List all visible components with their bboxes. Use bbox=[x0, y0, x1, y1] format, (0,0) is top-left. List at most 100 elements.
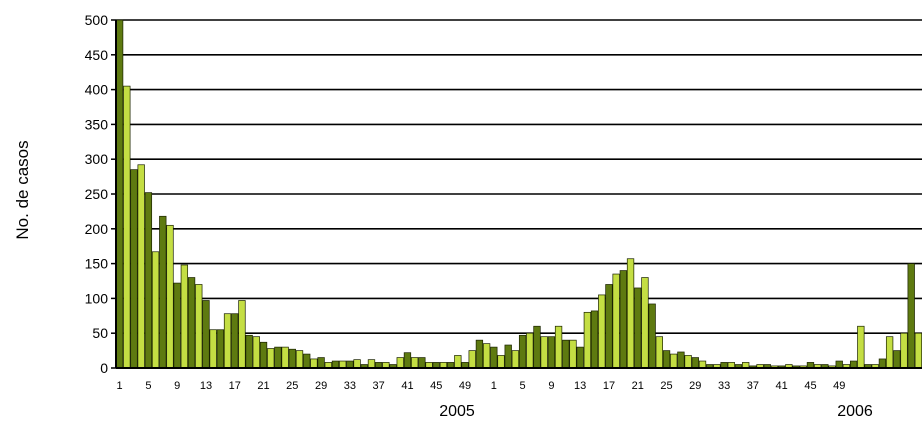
bar bbox=[490, 346, 498, 369]
bar bbox=[590, 310, 599, 369]
bar bbox=[209, 329, 217, 369]
bar bbox=[151, 251, 160, 369]
x-tick-label: 21 bbox=[257, 380, 269, 392]
x-tick-labels: 1 5 9 13 17 21 25 29 33 37 41 45 49 1 5 9 13 17 21 25 29 33 37… bbox=[117, 380, 846, 392]
bar bbox=[259, 341, 268, 369]
bar bbox=[231, 313, 239, 369]
y-axis-label: No. de casos bbox=[13, 140, 32, 239]
bar bbox=[914, 332, 922, 369]
bar bbox=[482, 343, 491, 369]
bar bbox=[612, 273, 620, 369]
bar bbox=[166, 224, 174, 369]
x-tick-label: 29 bbox=[689, 380, 701, 392]
x-tick-label: 21 bbox=[632, 380, 644, 392]
bar bbox=[418, 357, 426, 369]
x-tick-label: 41 bbox=[401, 380, 413, 392]
y-tick-label: 400 bbox=[85, 82, 109, 98]
y-tick-label: 250 bbox=[85, 186, 109, 202]
axes bbox=[111, 19, 922, 369]
x-tick-label: 9 bbox=[174, 380, 180, 392]
x-tick-label: 5 bbox=[145, 380, 151, 392]
x-tick-label: 25 bbox=[286, 380, 298, 392]
bar bbox=[187, 277, 196, 369]
bar bbox=[274, 346, 282, 369]
bar bbox=[245, 334, 253, 369]
bar bbox=[317, 357, 325, 369]
y-tick-label: 500 bbox=[85, 12, 109, 28]
bar bbox=[670, 353, 678, 369]
bar bbox=[303, 353, 311, 369]
bar bbox=[648, 303, 656, 369]
x-tick-label: 1 bbox=[117, 380, 123, 392]
bar bbox=[569, 339, 577, 369]
bar bbox=[454, 355, 462, 369]
bar bbox=[677, 351, 685, 369]
x-tick-label: 37 bbox=[373, 380, 385, 392]
bar bbox=[526, 332, 534, 369]
x-tick-label: 1 bbox=[491, 380, 497, 392]
bar bbox=[547, 336, 556, 369]
bar bbox=[605, 284, 613, 369]
bar bbox=[540, 336, 548, 369]
x-tick-label: 49 bbox=[459, 380, 471, 392]
bar bbox=[835, 360, 843, 369]
bar bbox=[130, 169, 138, 369]
bar bbox=[223, 313, 232, 369]
bar bbox=[497, 355, 505, 369]
bar bbox=[202, 300, 210, 369]
y-tick-label: 300 bbox=[85, 151, 109, 167]
y-tick-label: 350 bbox=[85, 116, 109, 132]
bar bbox=[655, 336, 663, 369]
x-tick-label: 17 bbox=[603, 380, 615, 392]
bar bbox=[331, 360, 340, 369]
bar bbox=[583, 311, 592, 369]
bar bbox=[396, 357, 404, 369]
bar bbox=[295, 350, 304, 369]
bar bbox=[511, 350, 520, 369]
year-label-2006: 2006 bbox=[837, 403, 873, 420]
bar bbox=[907, 263, 915, 369]
bar bbox=[598, 294, 606, 369]
bar bbox=[518, 334, 527, 369]
bar bbox=[367, 359, 376, 369]
bar bbox=[878, 358, 887, 369]
y-tick-label: 100 bbox=[85, 290, 109, 306]
bar bbox=[159, 215, 167, 369]
x-tick-label: 49 bbox=[833, 380, 845, 392]
bar bbox=[411, 357, 419, 369]
x-tick-label: 13 bbox=[200, 380, 212, 392]
bar bbox=[885, 336, 894, 369]
bar bbox=[267, 348, 275, 369]
bars bbox=[115, 19, 922, 369]
bar bbox=[115, 19, 124, 369]
bar bbox=[662, 350, 671, 369]
y-tick-label: 0 bbox=[100, 360, 108, 376]
bar bbox=[641, 277, 649, 369]
bar bbox=[619, 270, 627, 369]
x-tick-label: 45 bbox=[804, 380, 816, 392]
x-tick-label: 29 bbox=[315, 380, 327, 392]
x-tick-label: 33 bbox=[344, 380, 356, 392]
x-tick-label: 37 bbox=[747, 380, 759, 392]
bar bbox=[238, 300, 246, 369]
bar bbox=[339, 360, 347, 369]
bar bbox=[475, 339, 484, 369]
bar bbox=[857, 325, 865, 369]
bar bbox=[195, 284, 203, 369]
bar bbox=[288, 348, 296, 369]
y-tick-label: 450 bbox=[85, 47, 109, 63]
bar bbox=[562, 339, 570, 369]
bar bbox=[533, 325, 541, 369]
year-label-2005: 2005 bbox=[439, 403, 475, 420]
bar bbox=[849, 360, 858, 369]
bar bbox=[626, 258, 635, 369]
bar bbox=[310, 358, 318, 369]
bar bbox=[180, 264, 189, 369]
bar bbox=[173, 282, 181, 369]
bar bbox=[468, 350, 476, 369]
x-tick-label: 13 bbox=[574, 380, 586, 392]
bar bbox=[403, 352, 412, 369]
bar bbox=[900, 332, 908, 369]
bar bbox=[698, 360, 707, 369]
